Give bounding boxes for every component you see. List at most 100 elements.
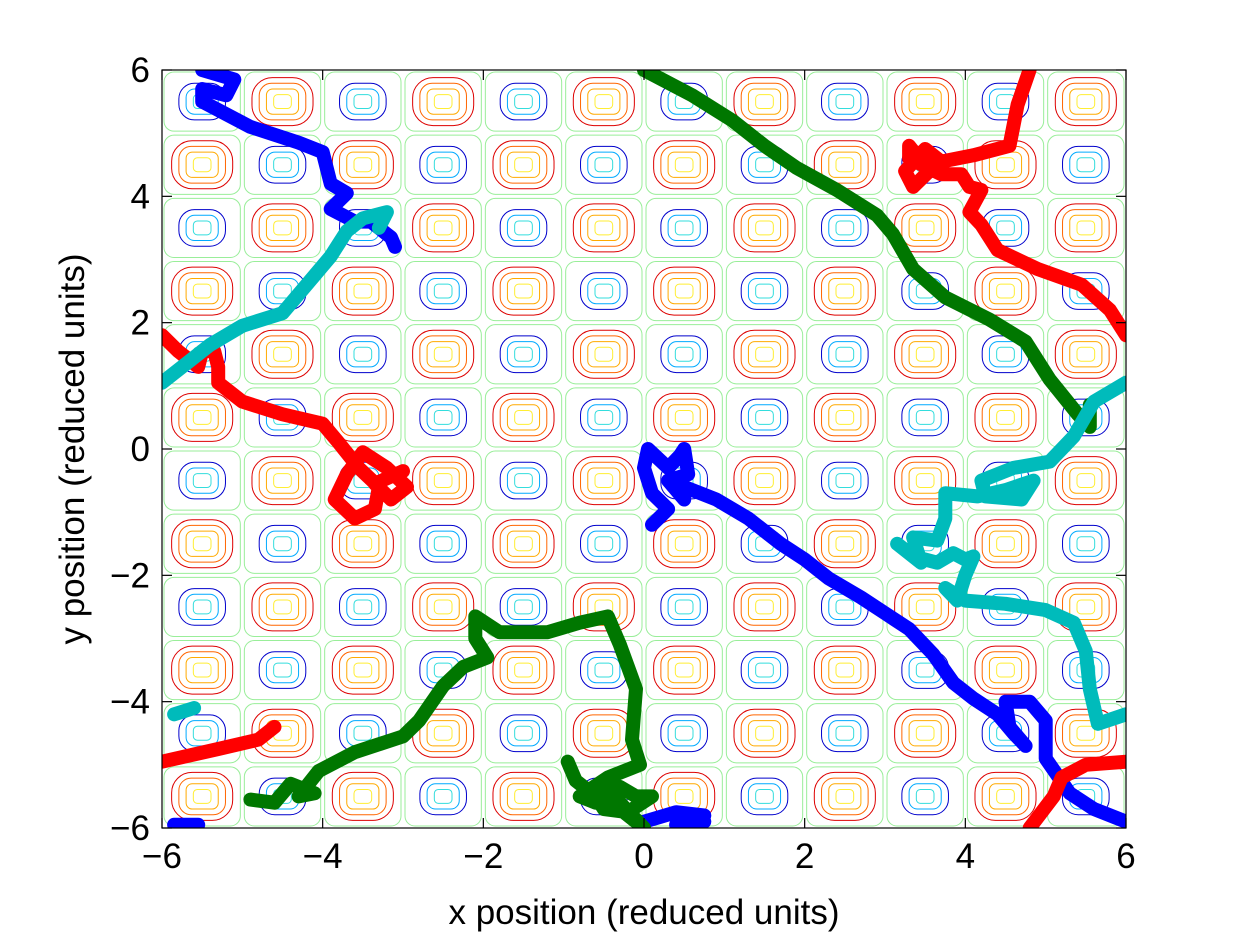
contour-cell-boundary	[565, 324, 643, 385]
contour-cell-boundary	[966, 640, 1045, 701]
contour-ring	[988, 656, 1023, 684]
contour-ring	[433, 94, 453, 110]
contour-ring	[740, 209, 789, 247]
contour-cell-boundary	[806, 387, 884, 448]
contour-ring	[828, 720, 862, 747]
contour-ring	[740, 272, 789, 310]
contour-cell-boundary	[806, 71, 884, 132]
contour-ring	[178, 145, 226, 184]
contour-ring	[273, 157, 292, 173]
contour-ring	[996, 220, 1015, 236]
contour-ring	[1054, 708, 1117, 758]
y-tick-label: 0	[131, 430, 150, 469]
contour-ring	[1076, 220, 1096, 236]
contour-ring	[192, 788, 212, 804]
contour-cell-boundary	[243, 703, 322, 764]
contour-ring	[1076, 94, 1096, 110]
contour-ring	[433, 346, 453, 362]
contour-ring	[908, 88, 942, 115]
contour-cell-boundary	[725, 71, 804, 132]
contour-ring	[499, 524, 548, 563]
contour-ring	[346, 277, 380, 305]
contour-ring	[265, 88, 300, 115]
contour-ring	[733, 708, 796, 758]
contour-ring	[506, 277, 541, 305]
contour-ring	[901, 335, 949, 374]
contour-ring	[192, 536, 212, 552]
contour-ring	[273, 94, 292, 110]
contour-ring	[981, 524, 1030, 563]
contour-ring	[813, 266, 876, 316]
contour-ring	[908, 593, 942, 621]
contour-ring	[667, 277, 701, 305]
contour-ring	[660, 145, 708, 184]
contour-cell-boundary	[725, 766, 804, 827]
trajectory-series-6	[162, 719, 282, 769]
contour-ring	[1054, 456, 1117, 506]
contour-ring	[587, 277, 621, 305]
contour-ring	[740, 777, 789, 816]
contour-ring	[835, 283, 855, 299]
contour-ring	[901, 461, 949, 500]
contour-ring	[901, 82, 949, 121]
contour-ring	[339, 145, 387, 184]
contour-ring	[506, 467, 541, 494]
contour-ring	[346, 530, 380, 557]
contour-ring	[667, 783, 701, 810]
contour-ring	[981, 272, 1030, 310]
contour-ring	[514, 788, 533, 804]
contour-ring	[667, 720, 701, 747]
contour-ring	[828, 783, 862, 810]
contour-ring	[660, 272, 708, 310]
contour-ring	[492, 266, 555, 316]
contour-ring	[894, 77, 957, 127]
contour-ring	[747, 656, 782, 684]
contour-ring	[740, 335, 789, 374]
contour-cell-boundary	[725, 450, 804, 511]
contour-ring	[178, 272, 226, 310]
contour-ring	[755, 283, 774, 299]
contour-ring	[828, 530, 862, 557]
contour-cell-boundary	[1047, 513, 1125, 574]
contour-ring	[988, 783, 1023, 810]
contour-ring	[426, 341, 460, 368]
contour-ring	[996, 157, 1015, 173]
contour-ring	[580, 524, 628, 563]
contour-cell-boundary	[645, 703, 723, 764]
contour-ring	[339, 272, 387, 310]
contour-ring	[1076, 599, 1096, 615]
contour-ring	[514, 473, 533, 489]
contour-ring	[353, 94, 373, 110]
contour-cell-boundary	[886, 513, 964, 574]
contour-ring	[828, 277, 862, 305]
trajectory-series-7	[898, 70, 1126, 343]
contour-ring	[1062, 777, 1110, 816]
contour-ring	[1069, 214, 1103, 242]
contour-ring	[653, 266, 716, 316]
contour-ring	[353, 662, 373, 678]
trajectory-series-11	[162, 205, 394, 390]
contour-ring	[988, 404, 1023, 431]
contour-cell-boundary	[243, 261, 322, 322]
contour-ring	[747, 214, 782, 242]
contour-cell-boundary	[484, 71, 563, 132]
contour-ring	[192, 283, 212, 299]
contour-ring	[587, 656, 621, 684]
x-tick-label: 0	[634, 837, 653, 876]
contour-cell-boundary	[243, 640, 322, 701]
trajectory-series-5	[162, 328, 414, 526]
contour-ring	[580, 335, 628, 374]
contour-ring	[594, 157, 614, 173]
contour-ring	[506, 656, 541, 684]
contour-ring	[813, 645, 876, 695]
contour-ring	[740, 398, 789, 437]
contour-ring	[674, 536, 694, 552]
contour-ring	[572, 456, 635, 506]
contour-cell-boundary	[163, 197, 241, 258]
trajectory-series-4	[637, 805, 712, 828]
contour-ring	[1054, 329, 1117, 379]
contour-cell-boundary	[324, 261, 402, 322]
contour-ring	[835, 220, 855, 236]
contour-cell-boundary	[645, 197, 723, 258]
contour-ring	[580, 272, 628, 310]
